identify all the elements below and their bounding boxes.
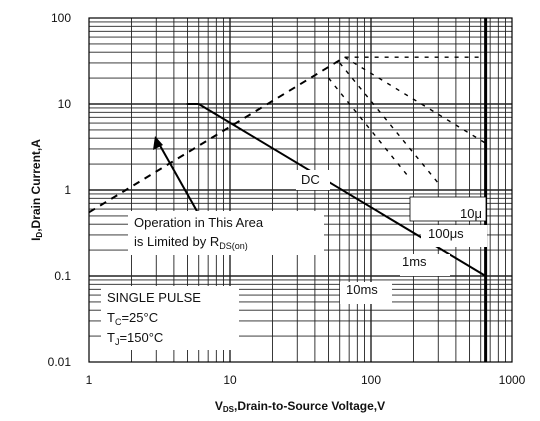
series-group (88, 18, 488, 362)
series-label-100us: 100μs (428, 226, 464, 241)
tc-sub: C (115, 317, 122, 327)
series-label-10ms: 10ms (346, 282, 378, 297)
y-tick-label: 100 (51, 11, 71, 25)
x-axis-title-rest: ,Drain-to-Source Voltage,V (234, 399, 385, 413)
x-tick-labels: 1 10 100 1000 (86, 373, 526, 387)
tj-sub: J (115, 337, 120, 347)
x-axis-title-main: V (215, 399, 223, 413)
y-tick-labels: 100 10 1 0.1 0.01 (48, 11, 72, 369)
annotation-arrowhead (153, 136, 163, 150)
plot-frame (88, 17, 513, 363)
x-tick-label: 1000 (499, 373, 526, 387)
pulse-annotation-box (101, 286, 239, 350)
series-label-1ms: 1ms (402, 254, 427, 269)
rds-annotation-subscript: DS(on) (219, 241, 248, 251)
y-tick-label: 0.01 (48, 355, 72, 369)
tj-condition: TJ=150°C (107, 330, 163, 347)
series-label-10us: 10μ (460, 206, 482, 221)
series-label-dc: DC (301, 172, 320, 187)
pulse-title: SINGLE PULSE (107, 290, 201, 305)
tc-main: T (107, 310, 115, 325)
tj-main: T (107, 330, 115, 345)
y-axis-title-sub: D (35, 232, 44, 238)
rds-annotation-line2: is Limited by RDS(on) (134, 234, 248, 251)
series-line-100s (344, 56, 486, 144)
y-tick-label: 0.1 (54, 269, 71, 283)
x-tick-label: 10 (223, 373, 237, 387)
series-line-10ms (328, 77, 408, 176)
annotation-arrow-line (157, 141, 199, 214)
y-tick-label: 1 (64, 183, 71, 197)
x-axis-title: VDS,Drain-to-Source Voltage,V (215, 399, 385, 414)
tc-condition: TC=25°C (107, 310, 158, 327)
rds-annotation-prefix: is Limited by R (134, 234, 219, 249)
rds-limit-line (88, 56, 346, 214)
label-box-1ms (400, 254, 450, 276)
tc-rest: =25°C (121, 310, 158, 325)
label-box-10us (409, 196, 487, 222)
label-box-100us (421, 225, 487, 247)
x-tick-label: 1 (86, 373, 93, 387)
y-axis-title: ID,Drain Current,A (29, 139, 44, 241)
series-line-dc (198, 103, 487, 277)
y-axis-title-main: I (29, 238, 43, 241)
y-axis-title-rest: ,Drain Current,A (29, 139, 43, 232)
tj-rest: =150°C (119, 330, 163, 345)
x-axis-title-sub: DS (223, 405, 235, 414)
rds-annotation-line1: Operation in This Area (134, 215, 264, 230)
label-box-dc (296, 170, 330, 190)
x-tick-label: 100 (361, 373, 381, 387)
rds-annotation-box (128, 211, 324, 255)
y-tick-label: 10 (58, 97, 72, 111)
label-box-10ms (340, 282, 392, 304)
